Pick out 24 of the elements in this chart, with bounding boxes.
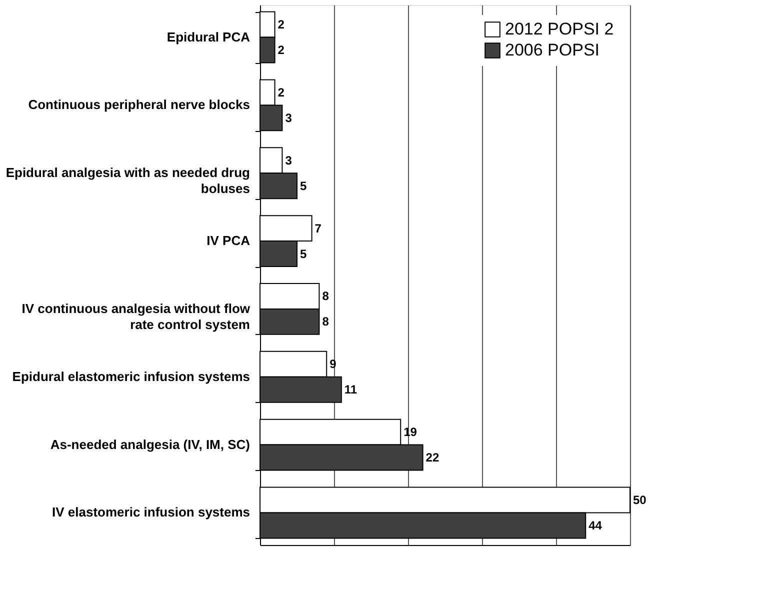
data-label: 8 — [322, 314, 330, 329]
y-tick-label: Epidural PCA — [166, 29, 251, 44]
data-label: 2 — [278, 85, 285, 100]
data-label: 3 — [285, 153, 292, 168]
data-label: 44 — [588, 518, 602, 532]
data-label: 22 — [426, 450, 440, 465]
y-tick-label: Continuous peripheral nerve blocks — [28, 97, 250, 112]
data-label: 11 — [344, 382, 358, 397]
data-label: 7 — [314, 221, 322, 236]
data-label: 8 — [322, 289, 330, 304]
legend-label: 2012 POPSI 2 — [505, 20, 614, 38]
data-label: 2 — [278, 43, 285, 57]
y-tick-label: As-needed analgesia (IV, IM, SC) — [50, 436, 250, 452]
data-label: 5 — [300, 178, 307, 193]
y-tick-label: Epidural elastomeric infusion systems — [12, 368, 250, 384]
y-tick-label: IV continuous analgesia without flow rate control system — [22, 300, 251, 332]
data-label: 50 — [633, 493, 647, 507]
data-label: 5 — [300, 246, 307, 261]
data-label: 2 — [278, 18, 285, 32]
y-tick-label: IV PCA — [206, 233, 251, 248]
y-tick-label: Epidural analgesia with as needed drug boluses — [6, 165, 250, 196]
data-label: 3 — [285, 110, 292, 125]
y-tick-label: IV elastomeric infusion systems — [52, 504, 250, 520]
legend-label: 2006 POPSI — [505, 40, 600, 60]
